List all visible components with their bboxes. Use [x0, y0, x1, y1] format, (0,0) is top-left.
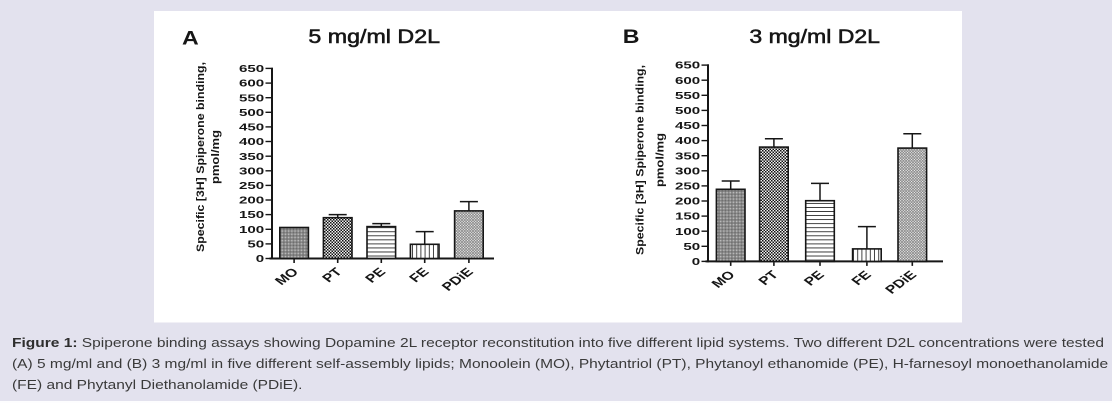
svg-text:400: 400: [675, 136, 701, 147]
svg-text:500: 500: [675, 106, 701, 117]
svg-text:200: 200: [239, 196, 265, 207]
svg-text:A: A: [182, 28, 199, 49]
svg-text:Specific [3H] Spiperone bindin: Specific [3H] Spiperone binding,: [635, 65, 647, 255]
svg-text:350: 350: [675, 151, 701, 162]
svg-text:pmol/mg: pmol/mg: [654, 133, 666, 187]
svg-text:600: 600: [675, 76, 701, 87]
svg-text:B: B: [623, 27, 640, 48]
svg-text:100: 100: [675, 227, 701, 238]
svg-text:5 mg/ml D2L: 5 mg/ml D2L: [308, 27, 440, 48]
svg-text:300: 300: [239, 166, 265, 177]
svg-text:250: 250: [239, 181, 265, 192]
svg-text:Specific [3H] Spiperone bindin: Specific [3H] Spiperone binding,: [195, 62, 207, 252]
svg-text:650: 650: [675, 61, 701, 72]
svg-text:50: 50: [247, 240, 264, 251]
svg-text:500: 500: [239, 108, 265, 119]
svg-text:0: 0: [256, 254, 265, 265]
svg-text:550: 550: [675, 91, 701, 102]
svg-text:50: 50: [683, 242, 700, 253]
svg-text:550: 550: [239, 93, 265, 104]
svg-text:350: 350: [239, 152, 265, 163]
svg-text:3 mg/ml D2L: 3 mg/ml D2L: [749, 27, 880, 48]
svg-text:pmol/mg: pmol/mg: [210, 130, 222, 184]
svg-text:450: 450: [239, 123, 265, 134]
svg-text:450: 450: [675, 121, 701, 132]
svg-text:200: 200: [675, 197, 701, 208]
svg-text:150: 150: [239, 210, 265, 221]
svg-text:600: 600: [239, 79, 265, 90]
svg-text:150: 150: [675, 212, 701, 223]
svg-text:0: 0: [692, 257, 701, 268]
svg-text:300: 300: [675, 166, 701, 177]
svg-text:400: 400: [239, 137, 265, 148]
svg-text:250: 250: [675, 182, 701, 193]
svg-text:100: 100: [239, 225, 265, 236]
svg-text:650: 650: [239, 64, 265, 75]
